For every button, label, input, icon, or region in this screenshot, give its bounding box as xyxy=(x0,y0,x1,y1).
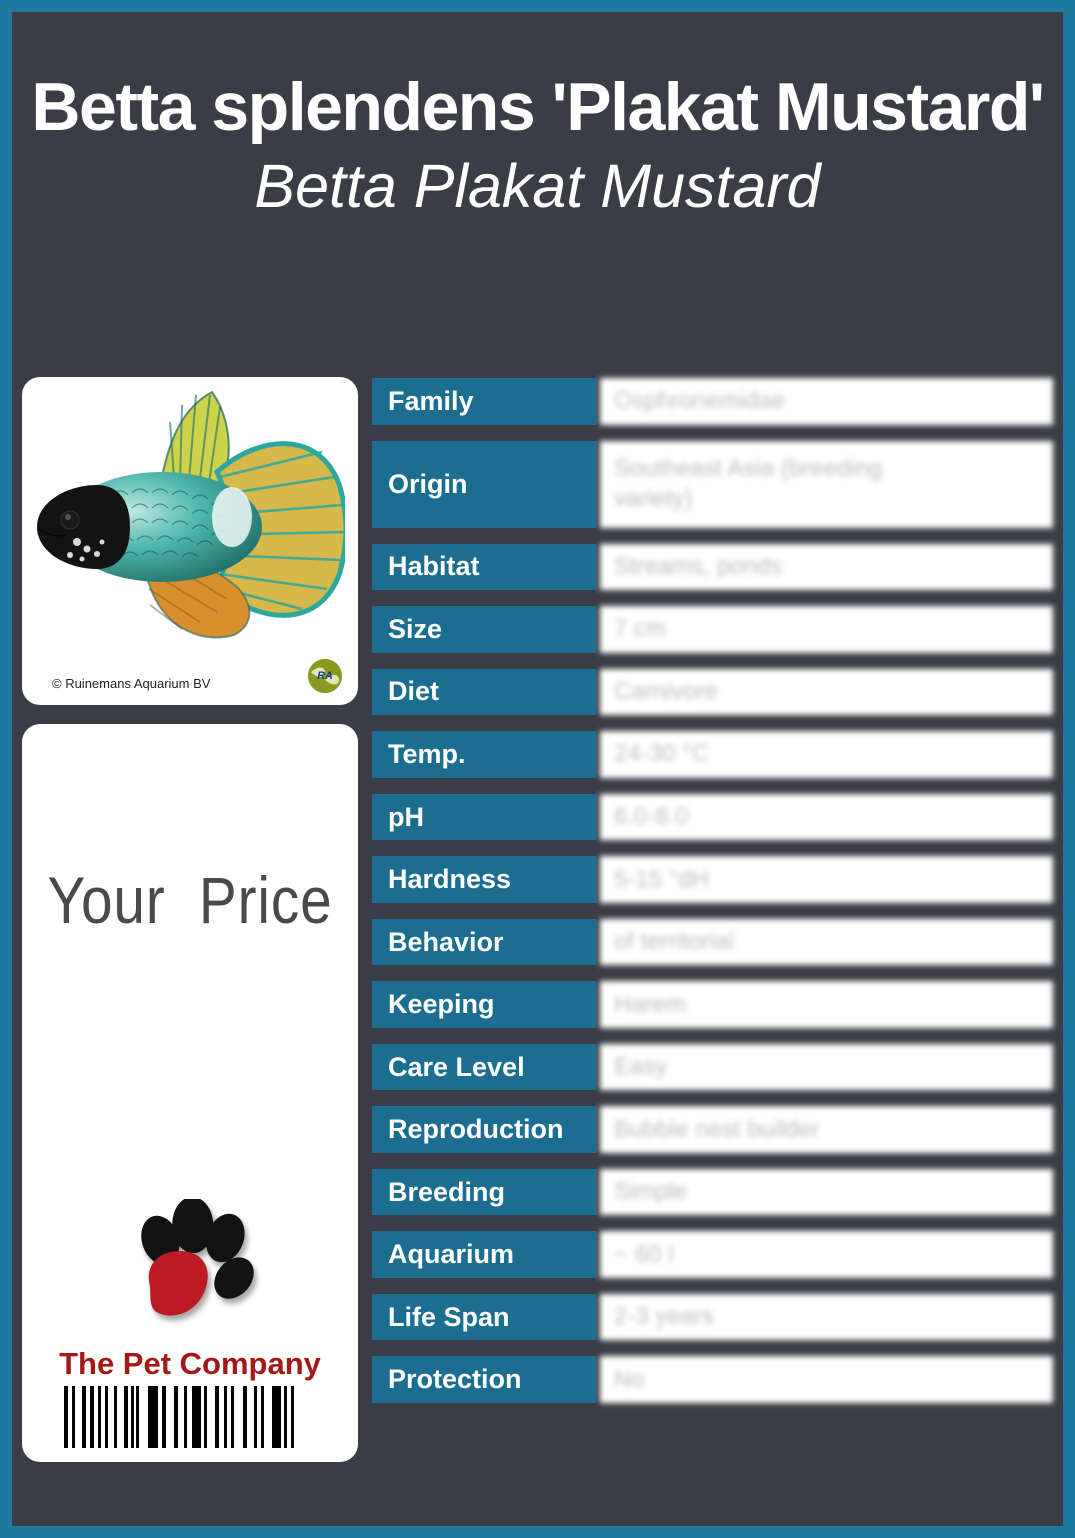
svg-text:RA: RA xyxy=(317,670,333,682)
